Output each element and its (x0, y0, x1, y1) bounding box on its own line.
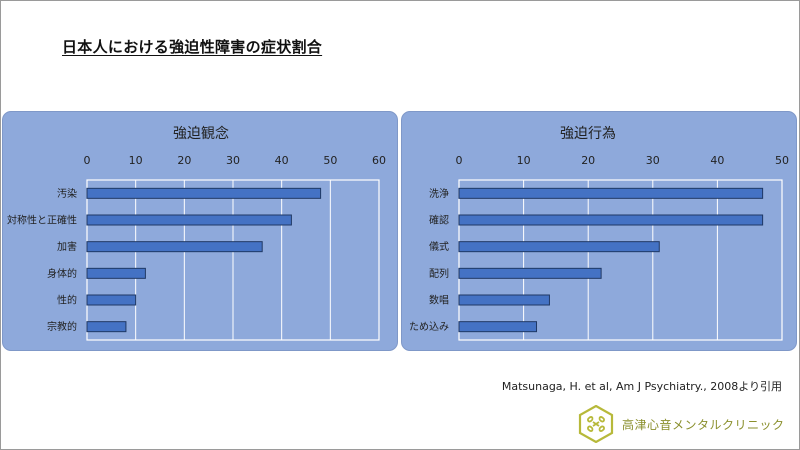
citation: Matsunaga, H. et al, Am J Psychiatry., 2… (501, 380, 782, 393)
chart-panel-compulsions: 強迫行為 0 10 20 30 40 50 洗浄確認儀式配列数唱ため込み (401, 111, 797, 351)
bar (458, 187, 764, 199)
bar (86, 321, 127, 333)
category-label: 宗教的 (47, 320, 77, 333)
x-tick-label: 40 (275, 154, 289, 167)
category-label: 汚染 (57, 187, 77, 200)
plot-area (458, 179, 783, 341)
x-tick-label: 50 (775, 154, 789, 167)
bar (458, 267, 602, 279)
bar (458, 321, 538, 333)
category-label: 加害 (57, 240, 77, 253)
x-tick-label: 40 (710, 154, 724, 167)
x-tick-label: 10 (517, 154, 531, 167)
clinic-name: 高津心音メンタルクリニック (622, 417, 785, 432)
category-label: 配列 (429, 267, 449, 280)
clinic-logo-icon (578, 405, 614, 443)
x-tick-label: 0 (84, 154, 91, 167)
x-tick-label: 10 (129, 154, 143, 167)
category-label: ため込み (409, 321, 449, 333)
x-tick-label: 20 (581, 154, 595, 167)
bar (86, 241, 263, 253)
bar (86, 214, 292, 226)
bar (458, 241, 660, 253)
bar (458, 214, 764, 226)
x-tick-label: 50 (323, 154, 337, 167)
category-label: 性的 (57, 294, 77, 307)
x-tick-label: 60 (372, 154, 386, 167)
chart-title: 強迫行為 (560, 126, 616, 142)
category-label: 儀式 (429, 240, 449, 253)
slide-title: 日本人における強迫性障害の症状割合 (62, 38, 323, 56)
category-label: 確認 (429, 214, 449, 227)
x-tick-label: 30 (226, 154, 240, 167)
chart-title: 強迫観念 (173, 125, 229, 142)
x-tick-label: 20 (177, 154, 191, 167)
category-label: 数唱 (429, 294, 449, 307)
x-tick-label: 0 (456, 154, 463, 167)
category-label: 対称性と正確性 (7, 214, 77, 227)
bar (458, 294, 550, 306)
bar (86, 267, 146, 279)
x-tick-label: 30 (646, 154, 660, 167)
bar (86, 187, 322, 199)
category-label: 身体的 (47, 267, 77, 280)
category-label: 洗浄 (429, 187, 449, 200)
bar (86, 294, 137, 306)
chart-panel-obsessions: 強迫観念 0 10 20 30 40 50 60 汚染対称性と正確性加害身体的性的宗教的 (2, 111, 398, 351)
clinic-logo: 高津心音メンタルクリニック (578, 405, 785, 443)
